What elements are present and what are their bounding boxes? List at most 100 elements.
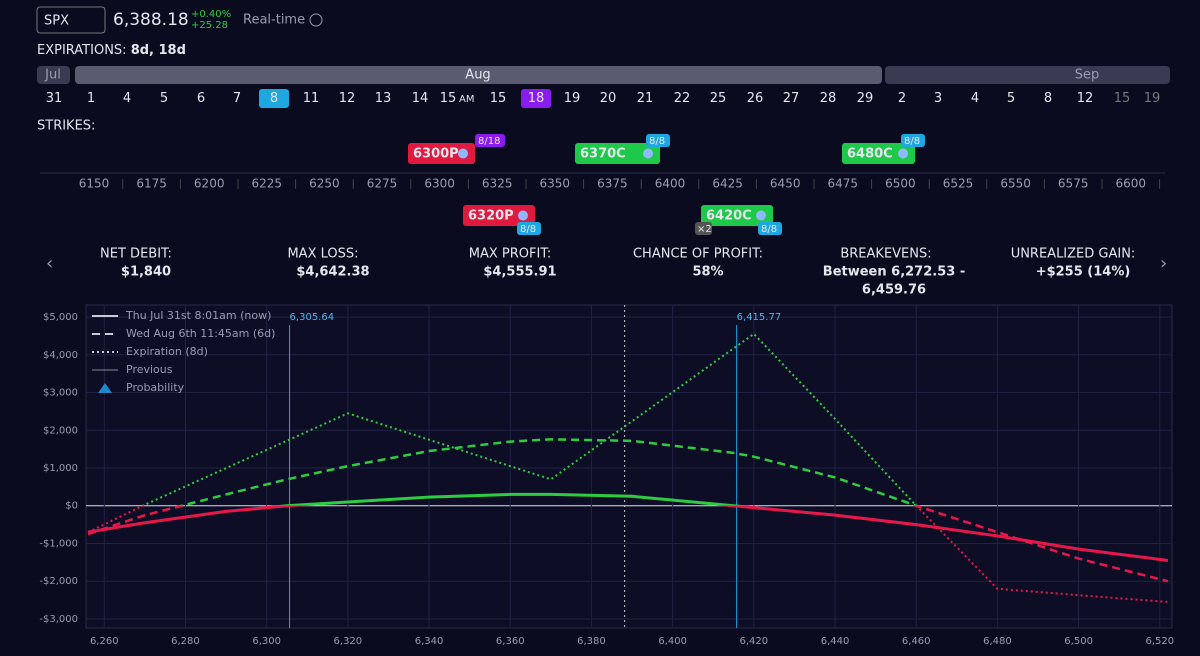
date: 8	[1044, 91, 1052, 106]
leg-icon	[518, 210, 528, 221]
realtime: Real-time	[243, 13, 305, 28]
date-selected	[521, 89, 551, 108]
stat-label: MAX LOSS:	[287, 247, 358, 262]
date: 27	[783, 91, 800, 106]
y-tick-label: $3,000	[43, 388, 78, 399]
x-tick-label: 6,460	[902, 636, 931, 647]
strike: 6450	[770, 177, 801, 191]
change-pct: +0.40%	[191, 9, 231, 20]
strike: 6525	[943, 177, 974, 191]
legend-label: Wed Aug 6th 11:45am (6d)	[126, 327, 275, 340]
strike: 6425	[712, 177, 743, 191]
date: 4	[123, 91, 131, 106]
stat-value: $4,555.91	[483, 265, 556, 280]
price: 6,388.18	[113, 10, 189, 30]
date: 12	[339, 91, 356, 106]
date: 14	[412, 91, 429, 106]
y-tick-label: $2,000	[43, 425, 78, 436]
breakeven-label: 6,305.64	[290, 312, 335, 323]
y-tick-label: $5,000	[43, 312, 78, 323]
date: 5	[1007, 91, 1015, 106]
plot-area	[85, 304, 1173, 629]
date: 5	[160, 91, 168, 106]
stat-value: +$255 (14%)	[1036, 265, 1131, 280]
breakeven-label: 6,415.77	[737, 312, 782, 323]
stat-value: $4,642.38	[296, 265, 369, 280]
x-tick-label: 6,320	[334, 636, 363, 647]
stat-value: $1,840	[121, 265, 171, 280]
ticker-input[interactable]	[36, 6, 106, 34]
leg-pill[interactable]	[463, 205, 535, 226]
x-tick-label: 6,400	[658, 636, 687, 647]
leg-pill[interactable]	[408, 143, 475, 164]
month: Sep	[1075, 68, 1100, 83]
strike: 6575	[1058, 177, 1089, 191]
legend-label: Expiration (8d)	[126, 345, 208, 358]
leg-pill[interactable]	[701, 205, 773, 226]
leg-extra	[695, 222, 712, 235]
date: 3	[934, 91, 942, 106]
date: 2	[898, 91, 906, 106]
x-tick-label: 6,380	[577, 636, 606, 647]
strike: 6275	[367, 177, 398, 191]
x-tick-label: 6,280	[171, 636, 200, 647]
next-arrow[interactable]: ›	[1160, 253, 1167, 274]
leg-icon	[756, 210, 766, 221]
date-tag: AM	[459, 94, 474, 105]
stat-label: CHANCE OF PROFIT:	[633, 247, 763, 262]
strike: 6600	[1116, 177, 1147, 191]
strikes-label: STRIKES:	[37, 119, 95, 134]
date: 20	[600, 91, 617, 106]
date: 7	[233, 91, 241, 106]
strike: 6225	[252, 177, 283, 191]
date: 4	[971, 91, 979, 106]
change: +25.28	[191, 20, 228, 31]
strike: 6475	[828, 177, 859, 191]
date: 15	[490, 91, 507, 106]
y-tick-label: -$2,000	[39, 576, 78, 587]
date: 12	[1077, 91, 1094, 106]
leg-pill[interactable]	[842, 143, 915, 164]
date: 26	[747, 91, 764, 106]
leg-badge-text: 8/8	[649, 136, 665, 147]
help-icon[interactable]	[309, 13, 323, 27]
month-pill[interactable]	[885, 66, 1170, 84]
prev-arrow[interactable]: ‹	[46, 253, 53, 274]
month-pill[interactable]	[75, 66, 882, 84]
strike: 6550	[1000, 177, 1031, 191]
stat-label: BREAKEVENS:	[840, 247, 931, 262]
strike: 6375	[597, 177, 628, 191]
leg-badge	[475, 134, 505, 147]
leg-pill[interactable]	[575, 143, 660, 164]
date: 28	[820, 91, 837, 106]
leg-badge-text: 8/18	[478, 136, 500, 147]
pl-line	[87, 332, 1169, 603]
date: 15	[440, 91, 457, 106]
leg-extra-text: ×2	[697, 224, 712, 235]
date: 19	[564, 91, 581, 106]
date: 6	[197, 91, 205, 106]
legend-label: Probability	[126, 381, 185, 394]
strike: 6175	[136, 177, 167, 191]
date: 29	[857, 91, 874, 106]
month-pill[interactable]	[37, 66, 70, 84]
y-tick-label: $0	[65, 501, 78, 512]
date: 8	[270, 91, 278, 106]
leg-badge	[517, 222, 541, 235]
pl-line	[87, 438, 1169, 583]
leg-badge	[758, 222, 782, 235]
x-tick-label: 6,360	[496, 636, 525, 647]
leg-badge	[901, 134, 925, 147]
leg-name: 6300P	[413, 147, 459, 162]
date: 19	[1144, 91, 1161, 106]
leg-icon	[458, 148, 468, 159]
stat-label: NET DEBIT:	[100, 247, 172, 262]
leg-name: 6370C	[580, 147, 626, 162]
leg-badge-text: 8/8	[520, 224, 536, 235]
stat-value: Between 6,272.53 -	[823, 265, 965, 280]
date: 11	[303, 91, 320, 106]
strike: 6200	[194, 177, 225, 191]
x-tick-label: 6,440	[821, 636, 850, 647]
exp-label: EXPIRATIONS: 8d, 18d	[37, 43, 186, 58]
x-tick-label: 6,420	[740, 636, 769, 647]
